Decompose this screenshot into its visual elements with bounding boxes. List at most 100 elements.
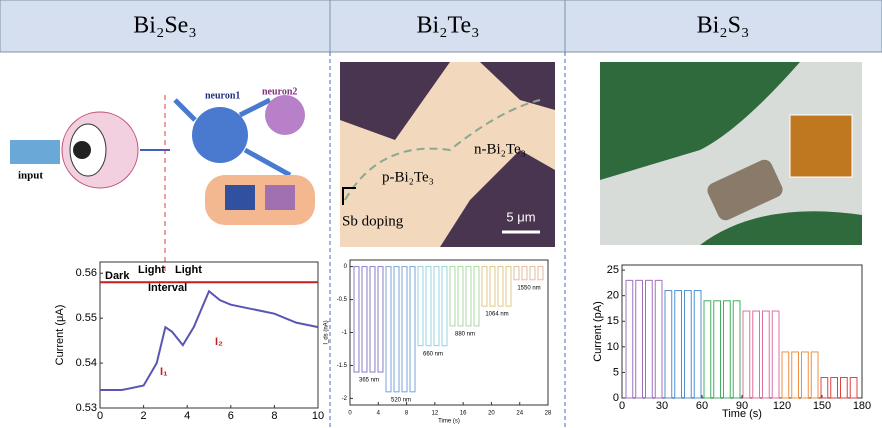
x-tick-label: 28 xyxy=(545,411,552,417)
annotation: I₂ xyxy=(215,336,223,348)
y-tick-label: 5 xyxy=(613,366,619,378)
y-axis-label: Current (μA) xyxy=(54,305,66,366)
x-tick-label: 8 xyxy=(405,411,409,417)
x-tick-label: 8 xyxy=(271,410,277,422)
pulse xyxy=(732,300,741,399)
neuron-illustration xyxy=(10,95,315,275)
device-photo xyxy=(600,62,862,245)
x-tick-label: 60 xyxy=(696,400,708,412)
y-tick-label: -0.5 xyxy=(337,297,348,303)
pulse-label: 660 nm xyxy=(423,351,443,357)
pulse xyxy=(762,310,770,399)
y-tick-label: -2 xyxy=(342,396,348,402)
x-tick-label: 12 xyxy=(432,411,439,417)
pulse xyxy=(393,266,400,393)
x-tick-label: 6 xyxy=(228,410,234,422)
label: n-Bi₂Te₃ xyxy=(474,141,526,157)
label: neuron1 xyxy=(205,90,240,101)
header-bar xyxy=(0,0,882,53)
pulse xyxy=(465,266,472,327)
pulse xyxy=(521,266,528,281)
pulse xyxy=(723,300,731,399)
x-tick-label: 180 xyxy=(853,400,871,412)
pulse xyxy=(505,266,512,307)
current-curve xyxy=(100,289,319,392)
y-tick-label: 20 xyxy=(607,290,619,302)
pulse xyxy=(820,377,829,399)
pulse xyxy=(849,377,858,399)
x-tick-label: 30 xyxy=(656,400,668,412)
pulse xyxy=(703,300,712,399)
y-tick-label: 25 xyxy=(607,264,619,276)
pulse xyxy=(489,266,496,307)
y-tick-label: 0 xyxy=(613,392,619,404)
pulse xyxy=(353,266,360,373)
pulse-label: 520 nm xyxy=(391,397,411,403)
x-axis-label: Time (s) xyxy=(722,408,762,420)
y-tick-label: 0.56 xyxy=(76,267,97,279)
annotation: Interval xyxy=(148,282,187,294)
pulse xyxy=(385,266,392,393)
annotation: Light xyxy=(175,264,202,276)
pulse xyxy=(810,351,819,399)
pulse-label: 1550 nm xyxy=(517,285,540,291)
x-tick-label: 0 xyxy=(97,410,103,422)
y-axis-label: I_ds (nA) xyxy=(324,320,330,344)
pulse-label: 880 nm xyxy=(455,331,475,337)
pulse xyxy=(417,266,424,347)
annotation: Light xyxy=(138,264,165,276)
label: Sb doping xyxy=(342,213,404,229)
x-tick-label: 0 xyxy=(348,411,352,417)
pulse xyxy=(645,279,653,399)
x-tick-label: 10 xyxy=(312,410,324,422)
y-tick-label: 0.54 xyxy=(76,357,97,369)
pulse-label: 365 nm xyxy=(359,378,379,384)
header: Bi₂Te₃ xyxy=(416,13,479,39)
pulse xyxy=(664,290,673,399)
pulse xyxy=(449,266,456,327)
y-tick-label: -1.5 xyxy=(337,363,348,369)
pulse xyxy=(481,266,488,307)
pulse xyxy=(457,266,464,327)
pulse xyxy=(497,266,504,307)
pulse xyxy=(425,266,432,347)
y-tick-label: -1 xyxy=(342,330,348,336)
pulse xyxy=(473,266,480,327)
pulse xyxy=(771,310,780,399)
y-tick-label: 10 xyxy=(607,341,619,353)
x-tick-label: 20 xyxy=(488,411,495,417)
y-tick-label: 0.53 xyxy=(76,402,97,414)
y-axis-label: Current (pA) xyxy=(592,301,604,362)
pulse xyxy=(369,266,376,373)
label: neuron2 xyxy=(262,86,297,97)
micrograph xyxy=(340,62,555,247)
pulse xyxy=(635,279,643,399)
pulse xyxy=(433,266,440,347)
annotation: Dark xyxy=(105,270,130,282)
pulse xyxy=(377,266,384,373)
x-tick-label: 150 xyxy=(813,400,831,412)
pulse xyxy=(693,290,702,399)
header: Bi₂S₃ xyxy=(697,13,750,39)
x-tick-label: 90 xyxy=(736,400,748,412)
x-axis-label: Time (s) xyxy=(438,419,460,425)
x-tick-label: 0 xyxy=(619,400,625,412)
pulse xyxy=(537,266,544,281)
pulse xyxy=(401,266,408,393)
pulse xyxy=(791,351,799,399)
pulse xyxy=(742,310,751,399)
pulse xyxy=(513,266,520,281)
pulse xyxy=(684,290,692,399)
annotation: I₁ xyxy=(160,366,168,378)
x-tick-label: 4 xyxy=(377,411,381,417)
x-tick-label: 4 xyxy=(184,410,190,422)
pulse xyxy=(529,266,536,281)
pulse xyxy=(830,377,838,399)
y-tick-label: 0.55 xyxy=(76,312,97,324)
scale-bar-label: 5 μm xyxy=(506,209,535,224)
plot-frame xyxy=(349,259,549,406)
x-tick-label: 16 xyxy=(460,411,467,417)
pulse xyxy=(752,310,760,399)
x-tick-label: 2 xyxy=(141,410,147,422)
pulse xyxy=(409,266,416,393)
